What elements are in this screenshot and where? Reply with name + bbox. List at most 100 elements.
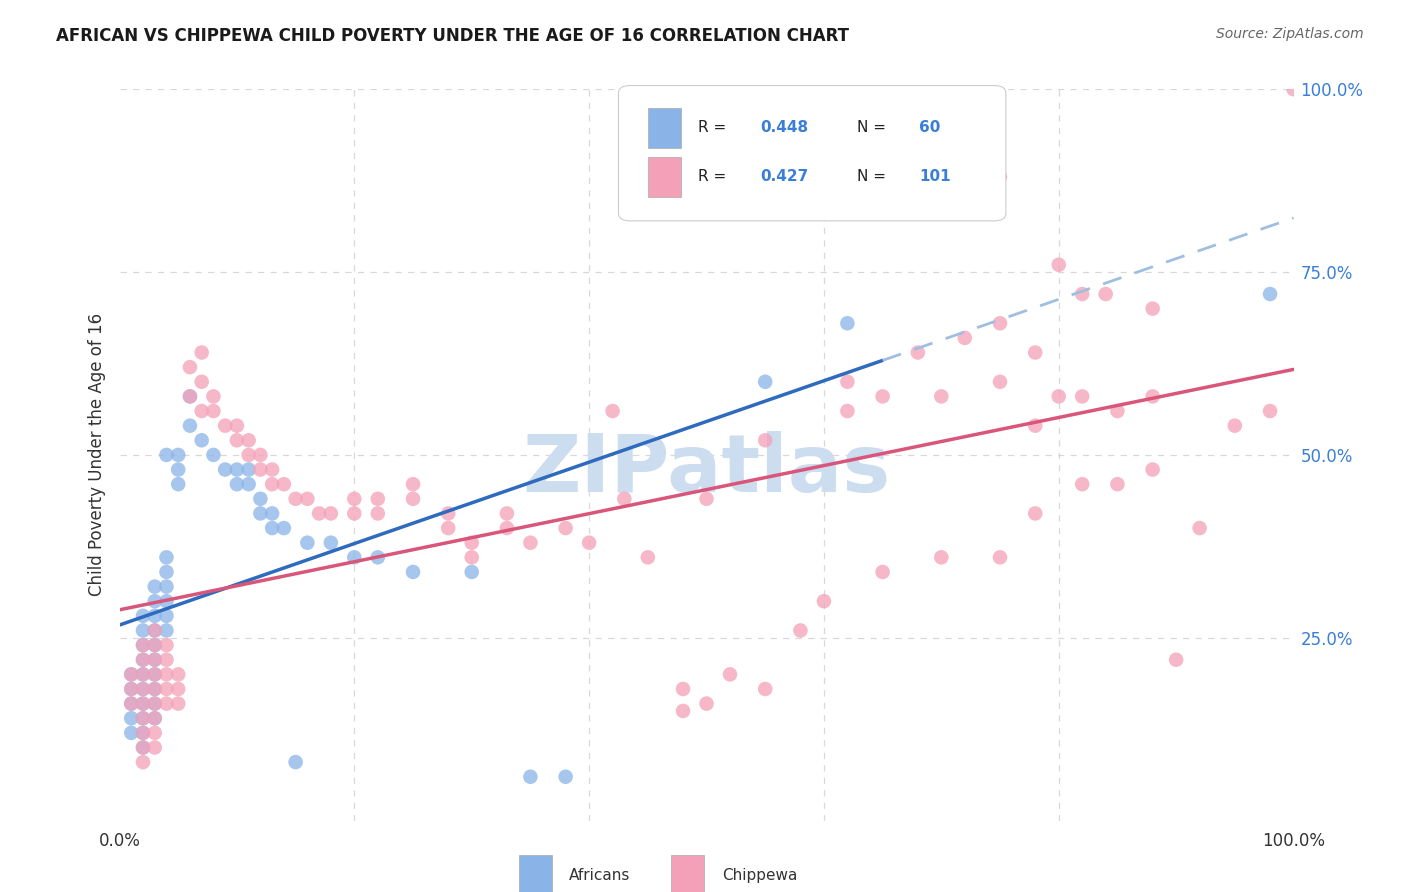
Point — [225, 462, 249, 476]
Point — [437, 521, 460, 535]
Point — [1071, 389, 1094, 403]
Point — [155, 550, 177, 565]
Point — [284, 491, 307, 506]
Text: N =: N = — [856, 120, 890, 136]
Point — [1024, 418, 1046, 433]
Point — [190, 434, 212, 448]
Point — [872, 565, 894, 579]
Point — [238, 448, 260, 462]
Point — [297, 491, 319, 506]
Point — [155, 580, 177, 594]
Point — [1107, 404, 1129, 418]
Point — [132, 726, 155, 740]
Point — [672, 704, 695, 718]
Point — [214, 462, 236, 476]
Point — [1142, 389, 1164, 403]
Point — [132, 638, 155, 652]
Point — [297, 535, 319, 549]
Point — [190, 345, 212, 359]
Point — [1258, 404, 1281, 418]
Point — [132, 653, 155, 667]
Point — [179, 389, 201, 403]
Point — [402, 565, 425, 579]
Point — [837, 404, 859, 418]
Point — [143, 638, 166, 652]
Point — [202, 448, 225, 462]
Point — [953, 331, 976, 345]
Point — [143, 681, 166, 696]
Point — [249, 462, 271, 476]
FancyBboxPatch shape — [671, 855, 704, 892]
Point — [155, 608, 177, 623]
Point — [155, 653, 177, 667]
Point — [1024, 507, 1046, 521]
Point — [155, 448, 177, 462]
Point — [143, 667, 166, 681]
Point — [132, 697, 155, 711]
Point — [988, 316, 1011, 330]
FancyBboxPatch shape — [648, 108, 681, 148]
Point — [132, 681, 155, 696]
Point — [402, 491, 425, 506]
Point — [367, 491, 389, 506]
Text: Source: ZipAtlas.com: Source: ZipAtlas.com — [1216, 27, 1364, 41]
Point — [602, 404, 624, 418]
Point — [143, 653, 166, 667]
Point — [143, 624, 166, 638]
Point — [1024, 345, 1046, 359]
Point — [132, 638, 155, 652]
Point — [1107, 477, 1129, 491]
Point — [496, 507, 519, 521]
Point — [155, 594, 177, 608]
Point — [284, 755, 307, 769]
Point — [988, 550, 1011, 565]
Point — [132, 740, 155, 755]
Point — [343, 507, 366, 521]
Point — [249, 448, 271, 462]
Text: R =: R = — [699, 169, 731, 185]
Point — [179, 389, 201, 403]
Point — [837, 375, 859, 389]
Text: 0.448: 0.448 — [761, 120, 808, 136]
Point — [319, 507, 342, 521]
Point — [155, 681, 177, 696]
Point — [343, 550, 366, 565]
Point — [460, 565, 484, 579]
Point — [1094, 287, 1116, 301]
FancyBboxPatch shape — [619, 86, 1005, 221]
Point — [143, 594, 166, 608]
Point — [155, 565, 177, 579]
Point — [554, 521, 576, 535]
Point — [262, 521, 284, 535]
Point — [343, 491, 366, 506]
Point — [273, 521, 295, 535]
Point — [672, 681, 695, 696]
Point — [167, 477, 190, 491]
Point — [554, 770, 576, 784]
Point — [167, 697, 190, 711]
Point — [155, 667, 177, 681]
Point — [931, 389, 953, 403]
Point — [1142, 301, 1164, 316]
Point — [167, 667, 190, 681]
Point — [143, 711, 166, 725]
Point — [718, 667, 741, 681]
Point — [872, 389, 894, 403]
Point — [190, 404, 212, 418]
Text: 0.427: 0.427 — [761, 169, 808, 185]
Point — [132, 697, 155, 711]
Point — [155, 697, 177, 711]
Point — [132, 740, 155, 755]
Point — [143, 580, 166, 594]
Point — [402, 477, 425, 491]
Point — [132, 667, 155, 681]
FancyBboxPatch shape — [648, 157, 681, 197]
Point — [167, 681, 190, 696]
Point — [143, 681, 166, 696]
Point — [143, 653, 166, 667]
Y-axis label: Child Poverty Under the Age of 16: Child Poverty Under the Age of 16 — [87, 313, 105, 597]
Point — [225, 477, 249, 491]
Point — [308, 507, 330, 521]
Point — [155, 638, 177, 652]
Point — [167, 462, 190, 476]
